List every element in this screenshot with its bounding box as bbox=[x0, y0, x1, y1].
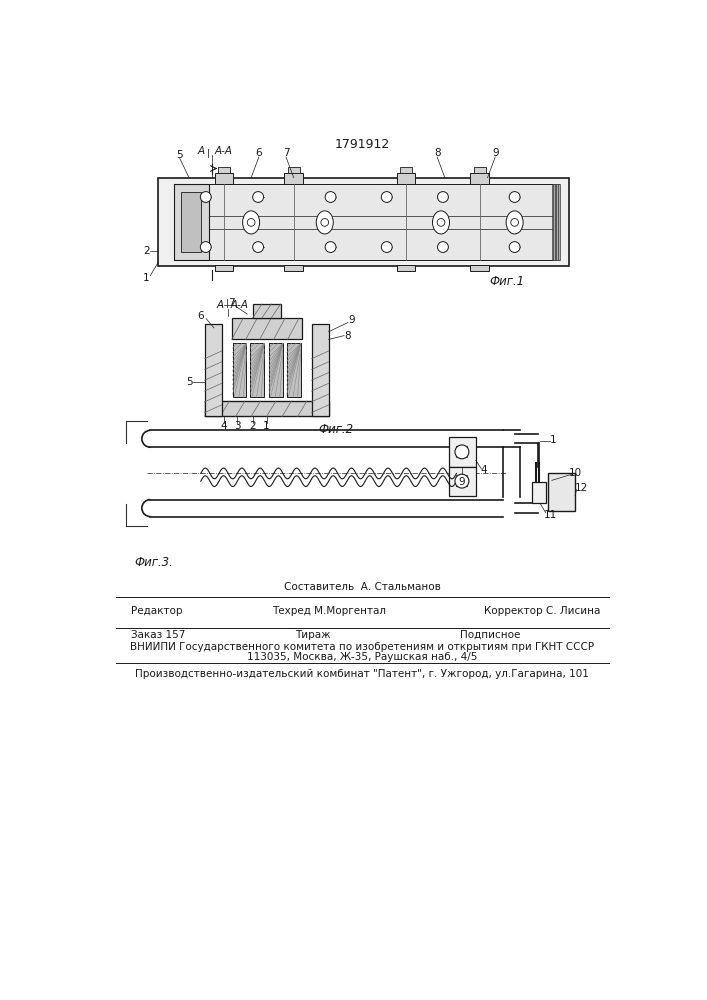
Ellipse shape bbox=[316, 211, 333, 234]
Circle shape bbox=[510, 219, 518, 226]
Bar bbox=[158, 178, 569, 266]
Circle shape bbox=[381, 192, 392, 202]
Bar bbox=[474, 167, 486, 173]
Circle shape bbox=[438, 192, 448, 202]
Text: 7: 7 bbox=[283, 148, 289, 158]
Text: |: | bbox=[226, 299, 229, 308]
Text: 6: 6 bbox=[197, 311, 204, 321]
Circle shape bbox=[321, 219, 329, 226]
Text: 9: 9 bbox=[349, 315, 355, 325]
Bar bbox=[548, 473, 575, 511]
Text: Заказ 157: Заказ 157 bbox=[131, 630, 185, 640]
Bar bbox=[288, 167, 300, 173]
Bar bbox=[554, 184, 556, 260]
Bar bbox=[215, 265, 233, 271]
Text: 6: 6 bbox=[255, 148, 262, 158]
Text: 5: 5 bbox=[177, 150, 183, 160]
Bar bbox=[470, 265, 489, 271]
Circle shape bbox=[455, 445, 469, 459]
Text: Составитель  А. Стальманов: Составитель А. Стальманов bbox=[284, 582, 440, 592]
Bar bbox=[269, 343, 283, 397]
Text: 113035, Москва, Ж-35, Раушская наб., 4/5: 113035, Москва, Ж-35, Раушская наб., 4/5 bbox=[247, 652, 477, 662]
Circle shape bbox=[252, 192, 264, 202]
Text: |: | bbox=[207, 149, 210, 158]
Circle shape bbox=[200, 192, 211, 202]
Text: А-А: А-А bbox=[230, 300, 248, 310]
Bar bbox=[312, 324, 329, 416]
Text: Фиг.3.: Фиг.3. bbox=[135, 556, 174, 569]
Bar bbox=[218, 167, 230, 173]
Circle shape bbox=[381, 242, 392, 252]
Circle shape bbox=[509, 192, 520, 202]
Circle shape bbox=[437, 219, 445, 226]
Bar bbox=[400, 167, 412, 173]
Bar bbox=[532, 482, 547, 503]
Text: 1: 1 bbox=[144, 273, 150, 283]
Text: 1791912: 1791912 bbox=[334, 138, 390, 151]
Text: Производственно-издательский комбинат "Патент", г. Ужгород, ул.Гагарина, 101: Производственно-издательский комбинат "П… bbox=[135, 669, 589, 679]
Text: 3: 3 bbox=[234, 421, 240, 431]
Text: Редактор: Редактор bbox=[131, 606, 182, 616]
Text: Подписное: Подписное bbox=[460, 630, 521, 640]
Text: 9: 9 bbox=[459, 477, 465, 487]
Bar bbox=[204, 324, 222, 416]
Bar bbox=[232, 318, 301, 339]
Bar bbox=[284, 173, 303, 184]
Circle shape bbox=[455, 474, 469, 488]
Bar bbox=[174, 184, 554, 260]
Bar bbox=[287, 343, 300, 397]
Bar bbox=[174, 184, 209, 260]
Bar bbox=[556, 184, 559, 260]
Text: ВНИИПИ Государственного комитета по изобретениям и открытиям при ГКНТ СССР: ВНИИПИ Государственного комитета по изоб… bbox=[130, 642, 594, 652]
Text: 10: 10 bbox=[568, 468, 582, 478]
Ellipse shape bbox=[243, 211, 259, 234]
Circle shape bbox=[247, 219, 255, 226]
Bar bbox=[552, 184, 554, 260]
Bar bbox=[397, 265, 416, 271]
Text: 8: 8 bbox=[345, 331, 351, 341]
Bar bbox=[397, 173, 416, 184]
Text: 4: 4 bbox=[221, 421, 228, 431]
Text: 4: 4 bbox=[480, 465, 487, 475]
Text: 12: 12 bbox=[575, 483, 588, 493]
Text: 7: 7 bbox=[228, 298, 235, 308]
Text: А-А: А-А bbox=[215, 146, 233, 156]
Bar bbox=[215, 173, 233, 184]
Bar bbox=[284, 265, 303, 271]
Circle shape bbox=[252, 242, 264, 252]
Text: 2: 2 bbox=[144, 246, 150, 256]
Text: 1: 1 bbox=[550, 435, 556, 445]
Text: Корректор С. Лисина: Корректор С. Лисина bbox=[484, 606, 600, 616]
Ellipse shape bbox=[433, 211, 450, 234]
Ellipse shape bbox=[506, 211, 523, 234]
Bar bbox=[182, 192, 201, 252]
Text: 1: 1 bbox=[263, 421, 270, 431]
Text: Техред М.Моргентал: Техред М.Моргентал bbox=[271, 606, 385, 616]
Text: Тираж: Тираж bbox=[296, 630, 331, 640]
Text: 5: 5 bbox=[186, 377, 192, 387]
Bar bbox=[470, 173, 489, 184]
Bar bbox=[252, 304, 281, 318]
Text: 8: 8 bbox=[434, 148, 440, 158]
Bar bbox=[233, 343, 247, 397]
Circle shape bbox=[200, 242, 211, 252]
Bar bbox=[555, 184, 557, 260]
Text: Фиг.2: Фиг.2 bbox=[319, 423, 354, 436]
Circle shape bbox=[438, 242, 448, 252]
Text: 2: 2 bbox=[250, 421, 256, 431]
Text: 9: 9 bbox=[492, 148, 498, 158]
Text: 11: 11 bbox=[544, 510, 557, 520]
Circle shape bbox=[325, 242, 336, 252]
Bar bbox=[449, 437, 476, 466]
Text: А: А bbox=[197, 146, 204, 156]
Bar bbox=[250, 343, 264, 397]
Text: А: А bbox=[216, 300, 223, 310]
Bar bbox=[558, 184, 561, 260]
Text: Фиг.1: Фиг.1 bbox=[489, 275, 525, 288]
Circle shape bbox=[509, 242, 520, 252]
Bar bbox=[449, 466, 476, 496]
Circle shape bbox=[325, 192, 336, 202]
Bar bbox=[204, 401, 329, 416]
